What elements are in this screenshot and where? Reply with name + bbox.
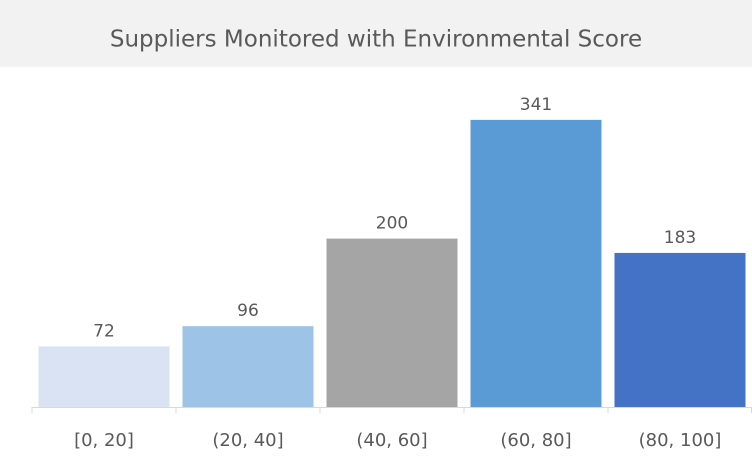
x-tick-label: (60, 80] (500, 430, 571, 451)
bar (326, 238, 458, 407)
data-label: 96 (237, 301, 259, 321)
x-tick-label: (20, 40] (212, 430, 283, 451)
data-label: 341 (520, 95, 552, 115)
x-tick-label: (80, 100] (639, 430, 722, 451)
bar (614, 252, 746, 407)
bar (182, 326, 314, 407)
data-label: 200 (376, 214, 408, 234)
data-label: 183 (664, 228, 696, 248)
bar (470, 119, 602, 408)
chart-title: Suppliers Monitored with Environmental S… (110, 27, 642, 53)
x-tick-label: [0, 20] (74, 430, 134, 451)
x-tick-label: (40, 60] (356, 430, 427, 451)
title-band (0, 0, 752, 67)
bar (38, 346, 170, 407)
data-label: 72 (93, 321, 115, 341)
